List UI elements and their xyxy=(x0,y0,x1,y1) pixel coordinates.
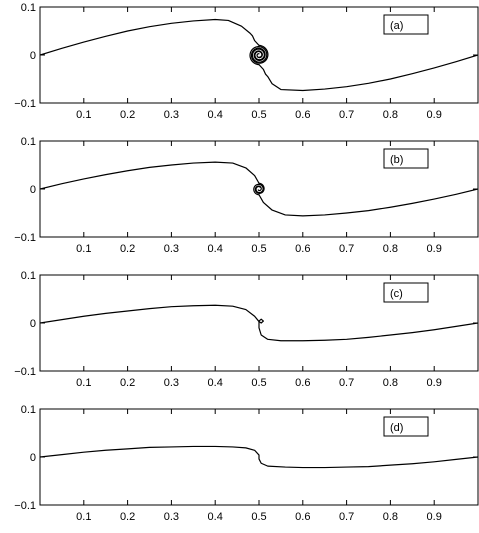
x-tick-label: 0.6 xyxy=(295,511,310,523)
panel-c: 0.1 0.2 0.3 0.4 0.5 0.6 0.7 0.8 0.9 −0.1 0 0.1 (c) xyxy=(14,270,479,389)
x-tick-label: 0.3 xyxy=(164,511,179,523)
curve-a-series-2 xyxy=(258,54,478,92)
curve-b-series-2 xyxy=(258,188,478,217)
x-tick-label: 0.3 xyxy=(164,377,179,389)
y-tick-label: −0.1 xyxy=(14,232,36,244)
x-tick-label: 0.4 xyxy=(208,243,223,255)
y-tick-label: 0.1 xyxy=(21,270,36,282)
x-tick-label: 0.5 xyxy=(251,511,266,523)
panel-label-d: (d) xyxy=(390,422,403,434)
x-tick-label: 0.1 xyxy=(76,377,91,389)
panel-label-box-b xyxy=(383,148,429,169)
spiral-arm-upper-b xyxy=(254,182,265,194)
curve-d-series-1 xyxy=(40,445,478,469)
x-tick-label: 0.7 xyxy=(339,243,354,255)
panel-label-a: (a) xyxy=(390,20,403,32)
x-tick-label: 0.7 xyxy=(339,511,354,523)
x-tick-label: 0.1 xyxy=(76,243,91,255)
x-tick-label: 0.1 xyxy=(76,511,91,523)
x-tick-label: 0.1 xyxy=(76,109,91,121)
x-tick-label: 0.9 xyxy=(427,243,442,255)
panel-label-c: (c) xyxy=(390,288,403,300)
x-tick-label: 0.9 xyxy=(427,511,442,523)
y-tick-label: −0.1 xyxy=(14,500,36,512)
x-tick-label: 0.2 xyxy=(120,511,135,523)
x-tick-label: 0.4 xyxy=(208,109,223,121)
y-tick-label: −0.1 xyxy=(14,366,36,378)
x-tick-label: 0.3 xyxy=(164,109,179,121)
x-tick-label: 0.6 xyxy=(295,377,310,389)
x-tick-label: 0.8 xyxy=(383,377,398,389)
x-tick-label: 0.7 xyxy=(339,377,354,389)
panel-d: 0.1 0.2 0.3 0.4 0.5 0.6 0.7 0.8 0.9 −0.1 0 0.1 (d) xyxy=(14,404,479,523)
spiral-arm-lower-a xyxy=(249,46,268,66)
y-tick-label: −0.1 xyxy=(14,98,36,110)
y-tick-label: 0.1 xyxy=(21,404,36,416)
x-tick-label: 0.2 xyxy=(120,109,135,121)
x-tick-label: 0.6 xyxy=(295,243,310,255)
x-tick-label: 0.5 xyxy=(251,377,266,389)
x-tick-label: 0.6 xyxy=(295,109,310,121)
x-tick-label: 0.9 xyxy=(427,109,442,121)
x-tick-label: 0.8 xyxy=(383,243,398,255)
curve-b-series-1 xyxy=(40,161,260,190)
x-tick-label: 0.8 xyxy=(383,511,398,523)
x-tick-label: 0.8 xyxy=(383,109,398,121)
y-tick-label: 0.1 xyxy=(21,136,36,148)
curve-a-series-1 xyxy=(40,18,260,56)
x-tick-label: 0.2 xyxy=(120,377,135,389)
x-tick-label: 0.5 xyxy=(251,243,266,255)
x-tick-label: 0.9 xyxy=(427,377,442,389)
y-tick-label: 0.1 xyxy=(21,2,36,14)
panel-b: 0.1 0.2 0.3 0.4 0.5 0.6 0.7 0.8 0.9 −0.1 0 0.1 (b) xyxy=(14,136,479,255)
x-tick-label: 0.4 xyxy=(208,511,223,523)
panel-label-box-d xyxy=(383,416,429,437)
panel-label-b: (b) xyxy=(390,154,403,166)
x-tick-label: 0.7 xyxy=(339,109,354,121)
curve-c-series-1 xyxy=(40,304,264,324)
panel-label-box-c xyxy=(383,282,429,303)
panel-a: 0.1 0.2 0.3 0.4 0.5 0.6 0.7 0.8 0.9 −0.1 0 0.1 (a) xyxy=(14,2,479,121)
spiral-arm-lower-b xyxy=(253,183,264,196)
y-tick-label: 0 xyxy=(30,50,36,62)
x-tick-label: 0.3 xyxy=(164,243,179,255)
y-tick-label: 0 xyxy=(30,318,36,330)
x-tick-label: 0.2 xyxy=(120,243,135,255)
curve-c-series-2 xyxy=(258,320,478,342)
y-tick-label: 0 xyxy=(30,452,36,464)
x-tick-label: 0.4 xyxy=(208,377,223,389)
y-tick-label: 0 xyxy=(30,184,36,196)
panel-label-box-a xyxy=(383,14,429,35)
x-tick-label: 0.5 xyxy=(251,109,266,121)
